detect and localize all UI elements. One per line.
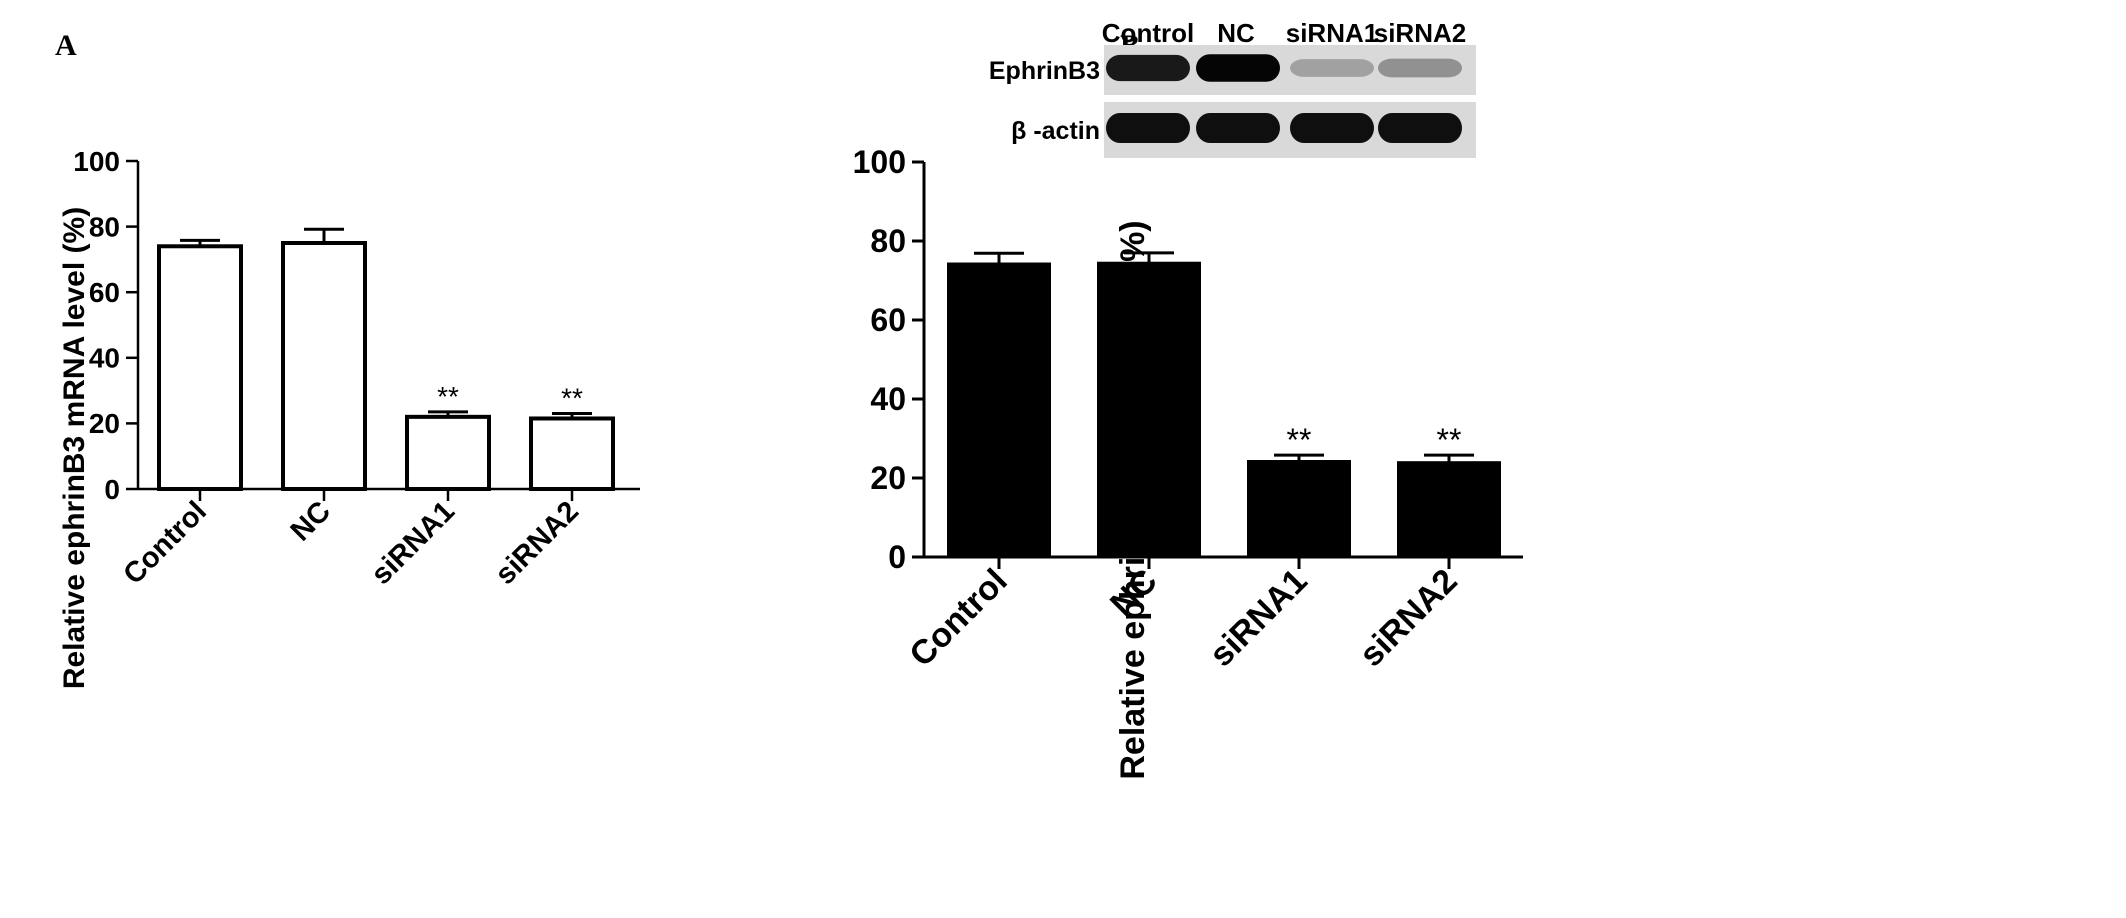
bar-sirna1 — [1247, 460, 1351, 559]
blot-row-label: EphrinB3 — [989, 57, 1100, 85]
bar-sirna2 — [529, 416, 615, 492]
panel-a-ylabel: Relative ephrinB3 mRNA level (%) — [58, 207, 91, 689]
y-tick-label: 60 — [870, 302, 906, 338]
x-tick-label: siRNA1 — [1202, 562, 1314, 674]
panel-a: A Relative ephrinB3 mRNA level (%) 0 20 40… — [55, 29, 640, 689]
y-tick-label: 20 — [89, 408, 120, 439]
y-tick-label: 40 — [870, 381, 906, 417]
x-tick-label: NC — [285, 495, 337, 547]
blot-row-label: β -actin — [1011, 117, 1100, 145]
panel-b: B Relative ephrinB3 protein level (%) Co… — [853, 18, 1523, 780]
blot-band — [1106, 112, 1190, 144]
bar-sirna2 — [1397, 461, 1501, 559]
x-tick-label: siRNA1 — [365, 495, 461, 591]
y-tick-label: 80 — [89, 211, 120, 242]
x-tick-label: Control — [117, 495, 213, 591]
y-tick-label: 0 — [888, 539, 906, 575]
significance-marker: ** — [437, 381, 459, 412]
significance-marker: ** — [561, 383, 583, 414]
y-tick-label: 20 — [870, 460, 906, 496]
x-tick-label: siRNA2 — [489, 495, 585, 591]
panel-a-label: A — [55, 29, 77, 62]
blot-lane-label: Control — [1102, 18, 1194, 48]
blot-band — [1196, 54, 1280, 82]
bar-nc — [281, 241, 367, 491]
y-tick-label: 100 — [853, 144, 906, 180]
blot-band — [1290, 112, 1374, 144]
blot-band — [1378, 112, 1462, 144]
y-tick-label: 60 — [89, 277, 120, 308]
blot-band — [1106, 54, 1190, 82]
blot-lane-label: siRNA1 — [1286, 18, 1378, 48]
y-tick-label: 0 — [104, 474, 120, 505]
y-tick-label: 80 — [870, 223, 906, 259]
blot-band — [1196, 112, 1280, 144]
blot-lane-label: NC — [1217, 18, 1255, 48]
bar-sirna1 — [405, 414, 491, 491]
y-tick-label: 40 — [89, 343, 120, 374]
x-tick-label: Control — [902, 562, 1014, 674]
blot-lane-label: siRNA2 — [1374, 18, 1466, 48]
significance-marker: ** — [1437, 422, 1462, 458]
blot-band — [1290, 59, 1374, 77]
x-tick-label: siRNA2 — [1352, 562, 1464, 674]
bar-nc — [1097, 261, 1201, 558]
significance-marker: ** — [1287, 422, 1312, 458]
bar-control — [947, 262, 1051, 558]
blot-band — [1378, 58, 1462, 78]
bar-control — [157, 244, 243, 491]
x-tick-label: NC — [1103, 562, 1165, 624]
y-tick-label: 100 — [73, 146, 120, 177]
